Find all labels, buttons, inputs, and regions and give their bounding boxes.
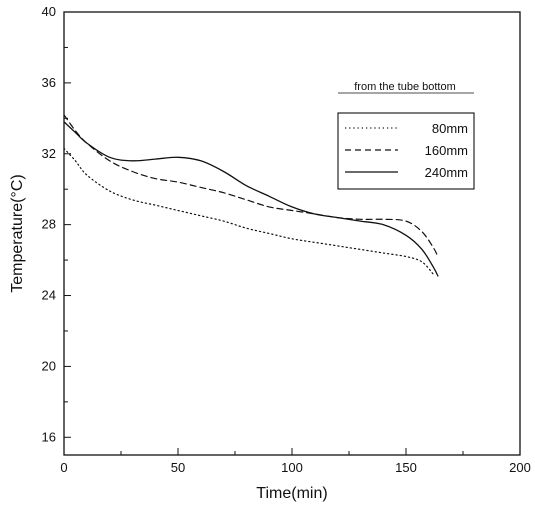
axis-ticks: 0 50 100 150 200 16 20 24 28 32 36 40 <box>42 4 531 475</box>
y-tick-label: 24 <box>42 288 56 303</box>
y-tick-label: 40 <box>42 4 56 19</box>
y-tick-label: 32 <box>42 146 56 161</box>
legend: from the tube bottom 80mm 160mm 240mm <box>337 81 475 190</box>
x-tick-label: 200 <box>509 460 531 475</box>
x-tick-label: 150 <box>395 460 417 475</box>
y-tick-label: 16 <box>42 429 56 444</box>
y-axis-title: Temperature(°C) <box>9 174 26 292</box>
plot-frame <box>63 11 521 456</box>
series-layer <box>63 114 439 277</box>
legend-title: from the tube bottom <box>354 81 456 93</box>
y-tick-label: 36 <box>42 75 56 90</box>
series-line-80mm <box>63 147 434 275</box>
legend-label-240mm: 240mm <box>425 165 468 180</box>
plot-border <box>63 11 521 456</box>
series-line-240mm <box>63 121 439 277</box>
legend-label-80mm: 80mm <box>432 121 468 136</box>
x-axis-title: Time(min) <box>256 485 327 502</box>
x-tick-label: 100 <box>281 460 303 475</box>
series-line-160mm <box>63 114 439 258</box>
y-tick-label: 28 <box>42 217 56 232</box>
x-tick-label: 0 <box>60 460 67 475</box>
x-tick-label: 50 <box>171 460 185 475</box>
y-tick-label: 20 <box>42 358 56 373</box>
legend-label-160mm: 160mm <box>425 143 468 158</box>
legend-box <box>337 112 475 190</box>
